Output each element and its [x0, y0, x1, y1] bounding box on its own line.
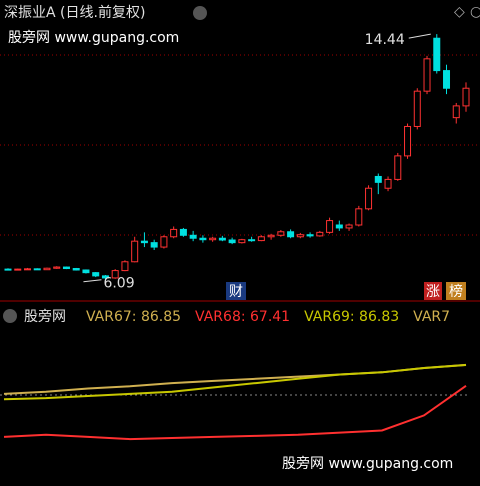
candle-body [423, 58, 431, 92]
candle-body [82, 269, 90, 274]
candle-body [316, 231, 324, 237]
panel-title: 股旁网 [24, 308, 66, 325]
badge-text: 财 [229, 284, 243, 300]
candle-body [101, 275, 109, 279]
candle-body [326, 220, 334, 233]
candle-body [170, 228, 178, 238]
badge[interactable] [226, 282, 246, 300]
candle-body [394, 155, 402, 180]
annotation-arrow [408, 33, 431, 39]
candle-body [14, 268, 22, 271]
legend-entry: VAR69: 86.83 [304, 309, 399, 325]
candle-body [345, 224, 353, 229]
candle-body [111, 270, 119, 279]
badge-text: 涨 [426, 284, 440, 300]
legend-entry: VAR68: 67.41 [195, 309, 290, 325]
corner-icon[interactable]: ◇ [454, 4, 465, 20]
candle-body [228, 239, 236, 244]
candle-body [150, 242, 158, 248]
candle-body [335, 224, 343, 229]
annotation-arrow [83, 279, 102, 283]
candle-body [462, 87, 470, 107]
candle-body [238, 239, 246, 244]
candle-body [140, 240, 148, 244]
candle-body [189, 234, 197, 239]
candle-body [306, 234, 314, 237]
candle-body [33, 268, 41, 271]
candle-body [287, 231, 295, 238]
candle-body [355, 208, 363, 226]
candle-body [374, 175, 382, 183]
badge-text: 榜 [449, 283, 463, 300]
candle-body [199, 237, 207, 241]
candle-body [433, 37, 441, 72]
watermark: 股旁网 www.gupang.com [282, 455, 453, 472]
candle-body [209, 237, 217, 241]
candle-body [443, 70, 451, 89]
candle-body [179, 228, 187, 236]
watermark: 股旁网 www.gupang.com [8, 29, 179, 46]
candle-body [23, 268, 31, 271]
candle-body [248, 239, 256, 242]
candle-body [277, 231, 285, 236]
candle-body [404, 125, 412, 157]
badge[interactable] [446, 282, 466, 300]
candle-body [257, 236, 265, 242]
candle-body [131, 240, 139, 263]
candle-body [267, 234, 275, 238]
candle-body [452, 105, 460, 119]
candle-body [72, 268, 80, 271]
dropdown-icon[interactable] [3, 309, 17, 323]
chart-title: 深振业A (日线.前复权) [4, 4, 145, 21]
legend-entry: VAR67: 86.85 [86, 309, 181, 325]
candle-body [53, 266, 61, 269]
candle-body [296, 234, 304, 238]
candle-body [218, 237, 226, 241]
candle-body [121, 261, 129, 272]
indicator-line [3, 363, 467, 401]
legend-entry: VAR7 [413, 309, 450, 325]
candle-body [413, 90, 421, 127]
corner-icon[interactable]: ○ [470, 4, 480, 20]
candle-body [92, 272, 100, 277]
candle-body [62, 266, 70, 270]
grid [0, 54, 480, 236]
badge[interactable] [424, 282, 442, 300]
indicator-line [3, 385, 467, 441]
dropdown-icon[interactable] [193, 6, 207, 20]
candle-body [365, 187, 373, 210]
candle-body [160, 236, 168, 248]
low-label: 6.09 [103, 276, 134, 292]
candle-body [4, 268, 12, 271]
candle-body [43, 267, 51, 271]
high-label: 14.44 [365, 32, 405, 48]
candle-body [384, 178, 392, 189]
